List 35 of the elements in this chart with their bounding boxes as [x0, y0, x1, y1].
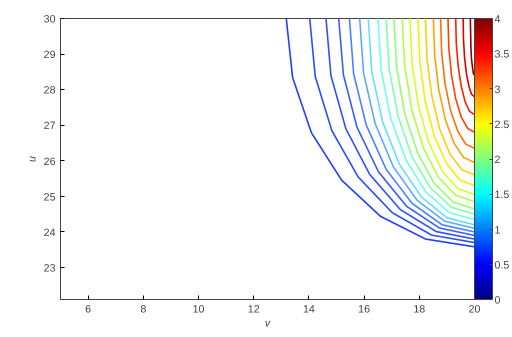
line-series — [432, 18, 474, 164]
y-tick-label: 23 — [44, 262, 56, 274]
color-bar-label: 3 — [494, 84, 500, 96]
color-bar-label: 1 — [494, 224, 500, 236]
y-tick-label: 28 — [44, 84, 56, 97]
x-tick-label: 14 — [302, 304, 315, 316]
color-bar-label: 2 — [494, 154, 500, 166]
line-series — [462, 18, 474, 98]
x-tick-label: 10 — [192, 304, 204, 316]
x-tick-label: 8 — [140, 304, 146, 316]
y-tick-label: 29 — [44, 49, 56, 62]
line-series — [447, 18, 474, 134]
x-tick-label: 20 — [468, 304, 480, 316]
line-series — [470, 18, 474, 76]
line-series — [424, 18, 474, 176]
line-series — [417, 18, 474, 186]
line-series — [454, 18, 474, 116]
x-tick-label: 16 — [358, 304, 370, 316]
y-axis-title: u — [26, 156, 39, 162]
color-bar-label: 0.5 — [494, 259, 510, 272]
y-tick-label: 26 — [44, 156, 56, 168]
color-bar-label: 1.5 — [494, 189, 510, 202]
color-bar-label: 2.5 — [494, 118, 510, 131]
color-bar-label: 0 — [494, 294, 500, 306]
line-series — [440, 18, 474, 150]
x-tick-label: 6 — [85, 304, 92, 316]
x-axis-title: v — [264, 318, 271, 330]
x-tick-label: 12 — [248, 304, 260, 316]
color-bar-label: 3.5 — [494, 48, 510, 61]
x-tick-label: 18 — [413, 304, 426, 316]
y-tick-label: 24 — [44, 226, 56, 239]
y-tick-label: 30 — [44, 14, 56, 26]
y-tick-label: 25 — [44, 191, 56, 204]
color-bar-label: 4 — [494, 14, 500, 26]
y-tick-label: 27 — [44, 120, 56, 132]
